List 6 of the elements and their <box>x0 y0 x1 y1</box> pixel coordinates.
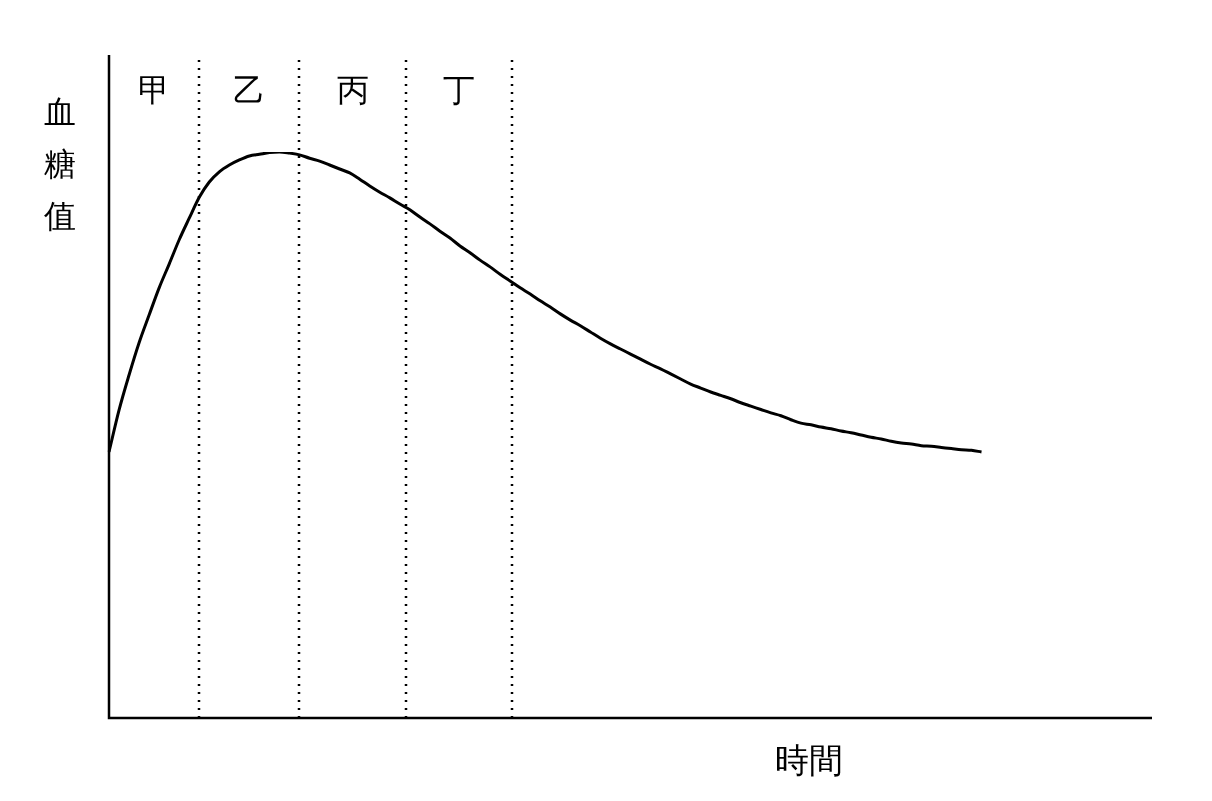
text: 丁 <box>443 71 475 110</box>
x-axis-title: 時間 <box>775 739 843 782</box>
text: 甲 <box>138 71 170 110</box>
text: 乙 <box>233 71 265 110</box>
y-axis-title: 血糖值 <box>43 92 77 237</box>
text: 丙 <box>336 71 369 110</box>
